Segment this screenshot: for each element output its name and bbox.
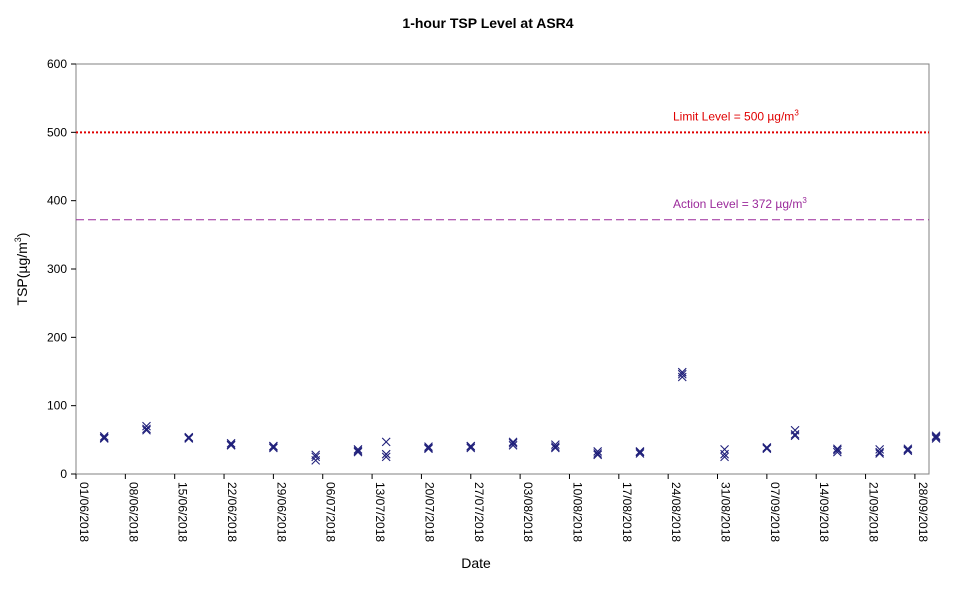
x-tick-label: 17/08/2018 [620, 482, 634, 542]
x-axis: 01/06/2018 08/06/2018 15/06/2018 22/06/2018… [75, 474, 930, 542]
data-point [508, 438, 518, 448]
data-point [832, 445, 842, 455]
y-axis-label: TSP(µg/m3) [13, 233, 30, 306]
data-point [466, 443, 476, 453]
data-point [931, 434, 941, 443]
data-point [353, 447, 363, 457]
data-point [550, 442, 560, 452]
y-tick-label: 300 [47, 262, 67, 276]
data-point [226, 438, 236, 448]
data-point [424, 442, 433, 452]
data-point [99, 434, 109, 443]
data-point [381, 437, 391, 447]
y-axis: 0 100 200 300 400 500 600 [47, 57, 76, 481]
x-tick-label: 03/08/2018 [521, 482, 535, 542]
data-point [635, 449, 645, 458]
limit-level-label: Limit Level = 500 µg/m3 [673, 108, 799, 123]
data-point [720, 445, 729, 454]
data-point [353, 445, 363, 454]
y-tick-label: 500 [47, 125, 67, 139]
data-point [466, 442, 476, 452]
data-point [720, 452, 729, 462]
data-point [677, 372, 687, 382]
y-tick-label: 400 [47, 194, 67, 208]
limit-level-label-sup: 3 [794, 108, 799, 117]
y-axis-label-suffix: ) [14, 233, 30, 238]
data-point [268, 443, 278, 453]
data-point [184, 434, 194, 443]
y-tick-label: 0 [60, 467, 67, 481]
data-point [762, 444, 772, 454]
data-point [508, 437, 518, 447]
limit-level-label-text: Limit Level = 500 µg/m [673, 109, 794, 123]
x-tick-label: 27/07/2018 [472, 482, 486, 542]
x-tick-label: 24/08/2018 [669, 482, 683, 542]
data-point [593, 449, 603, 458]
data-point [226, 440, 236, 450]
data-point [875, 445, 885, 454]
y-tick-label: 200 [47, 330, 67, 344]
data-point [593, 447, 603, 456]
data-point [508, 440, 518, 450]
data-points [99, 367, 941, 465]
data-point [593, 450, 603, 460]
data-point [875, 447, 885, 457]
x-tick-label: 31/08/2018 [719, 482, 733, 542]
action-level-label-sup: 3 [802, 196, 807, 205]
data-point [903, 444, 913, 454]
data-point [381, 452, 391, 462]
data-point [142, 425, 151, 435]
data-point [311, 455, 321, 465]
data-point [931, 431, 941, 441]
y-axis-label-sup: 3 [13, 237, 23, 242]
data-point [99, 432, 109, 441]
y-tick-label: 100 [47, 399, 67, 413]
action-level-label-text: Action Level = 372 µg/m [673, 197, 802, 211]
data-point [268, 442, 278, 452]
x-tick-label: 21/09/2018 [867, 482, 881, 542]
data-point [635, 447, 645, 457]
x-tick-label: 22/06/2018 [225, 482, 239, 542]
x-tick-label: 07/09/2018 [768, 482, 782, 542]
data-point [424, 444, 433, 454]
data-point [903, 446, 913, 456]
data-point [832, 447, 842, 457]
x-tick-label: 01/06/2018 [77, 482, 91, 542]
data-point [931, 432, 941, 442]
x-tick-label: 15/06/2018 [176, 482, 190, 542]
data-point [875, 449, 885, 458]
x-tick-label: 10/08/2018 [570, 482, 584, 542]
x-tick-label: 08/06/2018 [126, 482, 140, 542]
data-point [550, 440, 560, 450]
data-point [790, 429, 800, 439]
x-tick-label: 14/09/2018 [817, 482, 831, 542]
x-tick-label: 29/06/2018 [274, 482, 288, 542]
chart-title: 1-hour TSP Level at ASR4 [402, 15, 573, 31]
y-tick-label: 600 [47, 57, 67, 71]
data-point [677, 369, 687, 379]
data-point [142, 424, 151, 434]
y-axis-label-text: TSP(µg/m [14, 242, 30, 305]
data-point [311, 452, 321, 462]
data-point [550, 443, 560, 453]
plot-area-frame [75, 63, 930, 475]
x-tick-label: 20/07/2018 [422, 482, 436, 542]
data-point [832, 444, 842, 454]
x-tick-label: 06/07/2018 [324, 482, 338, 542]
x-tick-label: 13/07/2018 [373, 482, 387, 542]
data-point [353, 446, 363, 456]
data-point [142, 421, 151, 431]
data-point [790, 431, 800, 441]
action-level-label: Action Level = 372 µg/m3 [673, 196, 807, 211]
x-axis-label: Date [461, 555, 491, 571]
data-point [381, 449, 391, 459]
data-point [720, 449, 729, 459]
x-tick-label: 28/09/2018 [916, 482, 930, 542]
